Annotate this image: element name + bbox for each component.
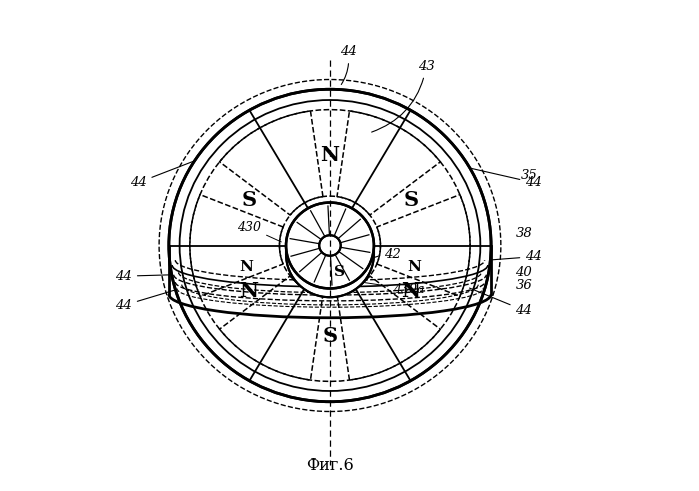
Ellipse shape <box>286 202 374 289</box>
Text: 38: 38 <box>515 226 532 240</box>
Text: 44: 44 <box>115 270 169 283</box>
Text: 430: 430 <box>237 221 281 242</box>
Text: N: N <box>401 281 421 301</box>
Text: N: N <box>240 281 259 301</box>
Text: 430a: 430a <box>363 282 425 296</box>
Text: 35: 35 <box>520 169 537 182</box>
Text: 44: 44 <box>340 45 356 84</box>
Text: 40: 40 <box>515 266 532 279</box>
Text: 44: 44 <box>470 168 542 189</box>
Text: 44: 44 <box>491 250 542 263</box>
Text: N: N <box>239 260 253 274</box>
Text: S: S <box>322 327 338 346</box>
Text: Фиг.6: Фиг.6 <box>306 457 354 474</box>
Text: 44: 44 <box>470 288 532 317</box>
Text: 44: 44 <box>115 290 174 312</box>
Text: 42: 42 <box>350 248 401 287</box>
Text: S: S <box>403 190 419 210</box>
Ellipse shape <box>319 235 340 256</box>
Ellipse shape <box>286 211 374 297</box>
Ellipse shape <box>169 89 491 402</box>
Text: N: N <box>407 260 421 274</box>
Text: N: N <box>320 145 340 164</box>
Text: 44: 44 <box>130 161 195 189</box>
Text: 43: 43 <box>372 60 435 132</box>
Text: 36: 36 <box>515 279 532 292</box>
Text: S: S <box>241 190 257 210</box>
Text: S: S <box>334 265 345 279</box>
